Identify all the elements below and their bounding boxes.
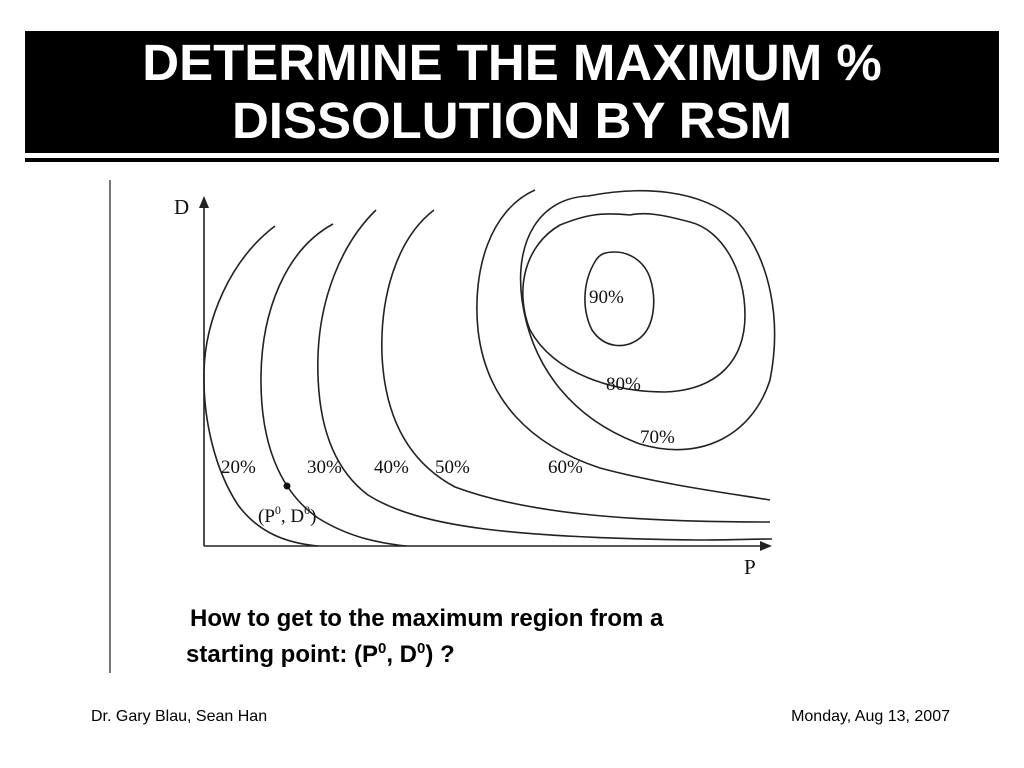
contour-40 <box>317 209 773 541</box>
slide-title-line-2: DISSOLUTION BY RSM <box>231 92 793 149</box>
contour-label-50: 50% <box>435 457 470 478</box>
y-axis-label: D <box>174 195 189 219</box>
footer-date: Monday, Aug 13, 2007 <box>791 708 950 725</box>
contour-50 <box>381 209 771 523</box>
contour-label-90: 90% <box>589 287 624 308</box>
contour-label-70: 70% <box>640 427 675 448</box>
x-axis-label: P <box>744 555 756 579</box>
start-point-marker <box>283 482 291 490</box>
contour-label-60: 60% <box>548 457 583 478</box>
contour-80 <box>522 212 746 393</box>
contour-label-30: 30% <box>307 457 342 478</box>
question-text: How to get to the maximum region from a … <box>186 604 866 670</box>
left-margin-rule <box>109 180 111 673</box>
contour-label-20: 20% <box>221 457 256 478</box>
question-line-2: starting point: (P0, D0) ? <box>186 640 455 668</box>
slide-title-line-1: DETERMINE THE MAXIMUM % <box>142 34 882 91</box>
contour-label-40: 40% <box>374 457 409 478</box>
slide-title: DETERMINE THE MAXIMUM % DISSOLUTION BY R… <box>25 31 999 153</box>
contour-90 <box>584 251 655 347</box>
contour-70 <box>519 189 776 451</box>
y-axis-arrowhead <box>199 196 209 208</box>
x-axis-arrowhead <box>760 541 772 551</box>
contour-60 <box>476 189 771 501</box>
start-point-label: (P0, D0) <box>258 503 316 527</box>
footer-authors: Dr. Gary Blau, Sean Han <box>91 708 268 725</box>
title-underline <box>25 158 999 162</box>
question-line-1: How to get to the maximum region from a <box>190 605 664 632</box>
contour-20 <box>203 225 319 547</box>
contour-30 <box>260 223 407 547</box>
contour-label-80: 80% <box>606 374 641 395</box>
